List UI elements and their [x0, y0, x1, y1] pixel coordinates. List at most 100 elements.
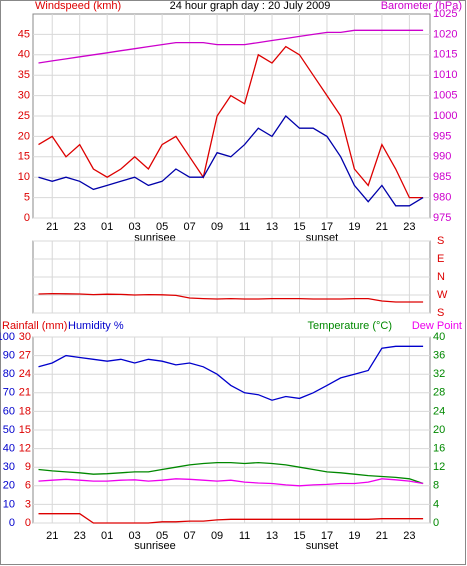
y-tick-label: 0 — [9, 517, 15, 529]
y-tick-label: 15 — [19, 424, 31, 436]
annotation: sunrisee — [134, 540, 176, 552]
y-tick-label: 15 — [18, 151, 30, 163]
x-tick-label: 09 — [211, 530, 223, 542]
y-tick-label: 16 — [433, 443, 445, 455]
y-tick-label: 36 — [433, 350, 445, 362]
y-tick-label: 90 — [3, 350, 15, 362]
y-tick-label: W — [437, 289, 448, 301]
y-tick-label: E — [437, 253, 444, 265]
annotation: sunset — [306, 540, 338, 552]
x-tick-label: 07 — [183, 530, 195, 542]
y-tick-label: 20 — [18, 130, 30, 142]
axis-label: Windspeed (kmh) — [35, 0, 121, 12]
x-tick-label: 23 — [403, 530, 415, 542]
y-tick-label: 30 — [18, 90, 30, 102]
y-tick-label: 28 — [433, 387, 445, 399]
y-tick-label: 20 — [433, 424, 445, 436]
x-tick-label: 19 — [348, 530, 360, 542]
y-tick-label: 12 — [433, 461, 445, 473]
y-tick-label: 1020 — [433, 28, 457, 40]
series-line — [38, 345, 424, 401]
y-tick-label: N — [437, 271, 445, 283]
y-tick-label: 40 — [18, 49, 30, 61]
y-tick-label: 80 — [3, 368, 15, 380]
x-tick-label: 15 — [293, 530, 305, 542]
y-tick-label: 980 — [433, 192, 451, 204]
x-tick-label: 17 — [321, 221, 333, 233]
x-tick-label: 21 — [376, 221, 388, 233]
y-tick-label: S — [437, 307, 444, 319]
series-line — [38, 29, 424, 64]
x-tick-label: 23 — [403, 221, 415, 233]
y-tick-label: 8 — [433, 480, 439, 492]
y-tick-label: 35 — [18, 69, 30, 81]
x-tick-label: 19 — [348, 221, 360, 233]
y-tick-label: 0 — [24, 212, 30, 224]
y-tick-label: 25 — [18, 110, 30, 122]
x-tick-label: 21 — [376, 530, 388, 542]
y-tick-label: 1025 — [433, 8, 457, 20]
x-tick-label: 23 — [74, 221, 86, 233]
series-line — [38, 478, 424, 487]
x-tick-label: 17 — [321, 530, 333, 542]
y-tick-label: 5 — [24, 192, 30, 204]
y-tick-label: 21 — [19, 387, 31, 399]
y-tick-label: 12 — [19, 443, 31, 455]
y-tick-label: 45 — [18, 28, 30, 40]
y-tick-label: 40 — [433, 331, 445, 343]
y-tick-label: 0 — [25, 517, 31, 529]
x-tick-label: 11 — [239, 221, 250, 233]
y-tick-label: 18 — [19, 405, 31, 417]
y-tick-label: 30 — [19, 331, 31, 343]
y-tick-label: 40 — [3, 443, 15, 455]
y-tick-label: 30 — [3, 461, 15, 473]
y-tick-label: 995 — [433, 130, 451, 142]
y-tick-label: 100 — [0, 331, 15, 343]
axis-label: 24 hour graph day : 20 July 2009 — [170, 0, 331, 12]
y-tick-label: 975 — [433, 212, 451, 224]
y-tick-label: 1000 — [433, 110, 457, 122]
y-tick-label: 6 — [25, 480, 31, 492]
y-tick-label: 20 — [3, 480, 15, 492]
y-tick-label: 27 — [19, 350, 31, 362]
y-tick-label: 4 — [433, 498, 439, 510]
axis-label: Barometer (hPa) — [381, 0, 462, 12]
y-tick-label: 10 — [3, 498, 15, 510]
y-tick-label: 990 — [433, 151, 451, 163]
x-tick-label: 09 — [211, 221, 223, 233]
x-tick-label: 13 — [266, 221, 278, 233]
series-line — [38, 513, 424, 524]
y-tick-label: 0 — [433, 517, 439, 529]
x-tick-label: 23 — [74, 530, 86, 542]
axis-label: Humidity % — [68, 320, 124, 332]
y-tick-label: 1005 — [433, 90, 457, 102]
x-tick-label: 03 — [129, 530, 141, 542]
y-tick-label: 24 — [433, 405, 445, 417]
y-tick-label: 50 — [3, 424, 15, 436]
series-line — [38, 115, 424, 207]
x-tick-label: 13 — [266, 530, 278, 542]
y-tick-label: 3 — [25, 498, 31, 510]
x-tick-label: 07 — [183, 221, 195, 233]
x-tick-label: 03 — [129, 221, 141, 233]
y-tick-label: 1010 — [433, 69, 457, 81]
y-tick-label: 32 — [433, 368, 445, 380]
x-tick-label: 11 — [239, 530, 250, 542]
axis-label: Rainfall (mm) — [2, 320, 67, 332]
x-tick-label: 05 — [156, 530, 168, 542]
y-tick-label: 70 — [3, 387, 15, 399]
x-tick-label: 21 — [46, 221, 58, 233]
y-tick-label: 1015 — [433, 49, 457, 61]
series-line — [38, 461, 424, 485]
y-tick-label: 985 — [433, 171, 451, 183]
legend-label: Dew Point — [412, 320, 462, 332]
y-tick-label: 60 — [3, 405, 15, 417]
series-line — [38, 45, 424, 199]
x-tick-label: 01 — [101, 221, 113, 233]
x-tick-label: 05 — [156, 221, 168, 233]
series-line — [38, 292, 424, 303]
x-tick-label: 01 — [101, 530, 113, 542]
x-tick-label: 21 — [46, 530, 58, 542]
axis-label: Temperature (°C) — [308, 320, 392, 332]
